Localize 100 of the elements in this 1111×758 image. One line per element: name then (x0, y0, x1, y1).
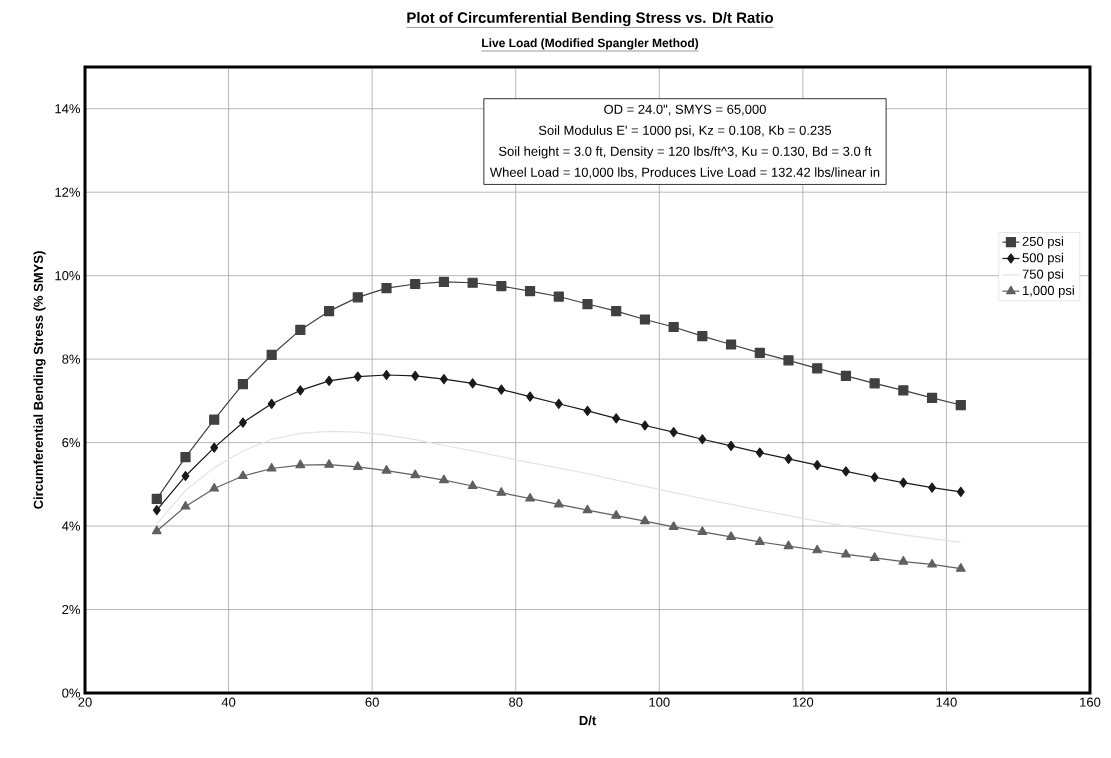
point (238, 417, 247, 428)
point (152, 505, 161, 516)
point (381, 283, 392, 294)
point (381, 464, 392, 474)
legend-label: 750 psi (1022, 269, 1064, 282)
point (439, 474, 449, 484)
x-tick-label: 100 (649, 697, 670, 707)
y-tick-label: 8% (62, 354, 80, 364)
point (553, 498, 564, 508)
point (754, 347, 765, 358)
y-tick-label: 4% (61, 521, 80, 531)
point (524, 286, 536, 297)
point (266, 349, 277, 361)
point (353, 371, 362, 382)
point (325, 375, 334, 386)
point (410, 469, 421, 479)
point (209, 414, 220, 425)
y-tick-label: 2% (62, 604, 80, 615)
point (697, 526, 708, 536)
point (783, 355, 794, 366)
point (754, 536, 765, 546)
point (869, 378, 880, 389)
y-tick-label: 14% (55, 104, 80, 114)
point (209, 482, 220, 492)
annotation: Soil height = 3.0 ft, Density = 120 lbs/ft^3, Ku = 0.130, Bd = 3.0 ft (498, 146, 872, 159)
point (955, 399, 966, 411)
point (899, 477, 908, 488)
point (697, 331, 708, 342)
y-tick-label: 6% (62, 437, 80, 448)
point (668, 521, 679, 530)
y-tick-label: 0% (62, 688, 80, 698)
legend-label: 500 psi (1022, 252, 1064, 265)
point (611, 510, 622, 519)
point (296, 385, 305, 396)
point (438, 276, 450, 288)
point (611, 306, 622, 317)
point (324, 459, 334, 468)
x-tick-label: 40 (221, 697, 236, 707)
point (554, 398, 563, 409)
x-tick-label: 80 (509, 697, 523, 707)
point (553, 291, 564, 302)
point (180, 452, 191, 463)
point (813, 460, 822, 471)
point (582, 504, 593, 514)
chart-subtitle: Live Load (Modified Spangler Method) (482, 38, 699, 50)
point (352, 461, 363, 470)
x-tick-label: 160 (1080, 697, 1101, 707)
y-tick-label: 10% (55, 271, 80, 281)
point (583, 405, 592, 416)
point (237, 379, 249, 390)
point (727, 440, 736, 452)
point (382, 369, 391, 381)
point (870, 472, 879, 483)
point (926, 392, 938, 404)
point (323, 306, 335, 317)
point (812, 544, 823, 554)
point (755, 447, 764, 458)
point (928, 482, 937, 493)
point (840, 548, 851, 558)
point (496, 280, 507, 292)
point (467, 480, 478, 490)
annotation: Soil Modulus E' = 1000 psi, Kz = 0.108, Kb = 0.235 (538, 125, 832, 138)
point (783, 540, 794, 550)
point (898, 385, 909, 396)
point (295, 324, 306, 336)
x-tick-label: 20 (78, 697, 92, 707)
legend-label: 1,000 psi (1022, 285, 1074, 298)
point (698, 434, 707, 445)
point (468, 378, 477, 389)
point (840, 370, 852, 381)
x-tick-label: 140 (936, 697, 957, 707)
point (467, 277, 478, 288)
x-axis-title: D/t (579, 715, 596, 726)
point (181, 470, 190, 482)
x-tick-label: 120 (792, 697, 814, 707)
chart-title: Plot of Circumferential Bending Stress vs. D/t Ratio (407, 11, 774, 27)
y-axis-title: Circumferential Bending Stress (% SMYS) (33, 251, 46, 509)
point (496, 487, 507, 496)
point (439, 374, 448, 385)
point (295, 459, 306, 469)
point (526, 391, 535, 402)
point (267, 398, 276, 409)
point (238, 470, 248, 480)
point (180, 500, 191, 510)
point (497, 384, 506, 395)
y-tick-label: 12% (55, 187, 80, 197)
point (639, 314, 651, 325)
point (210, 442, 219, 453)
x-tick-label: 60 (365, 697, 379, 707)
point (352, 292, 363, 303)
annotation: OD = 24.0", SMYS = 65,000 (604, 104, 766, 116)
point (927, 558, 937, 568)
point (582, 298, 593, 310)
point (410, 278, 421, 290)
point (411, 370, 420, 381)
point (668, 321, 679, 333)
point (726, 531, 736, 541)
point (812, 363, 823, 374)
point (955, 563, 966, 572)
point (725, 339, 737, 350)
